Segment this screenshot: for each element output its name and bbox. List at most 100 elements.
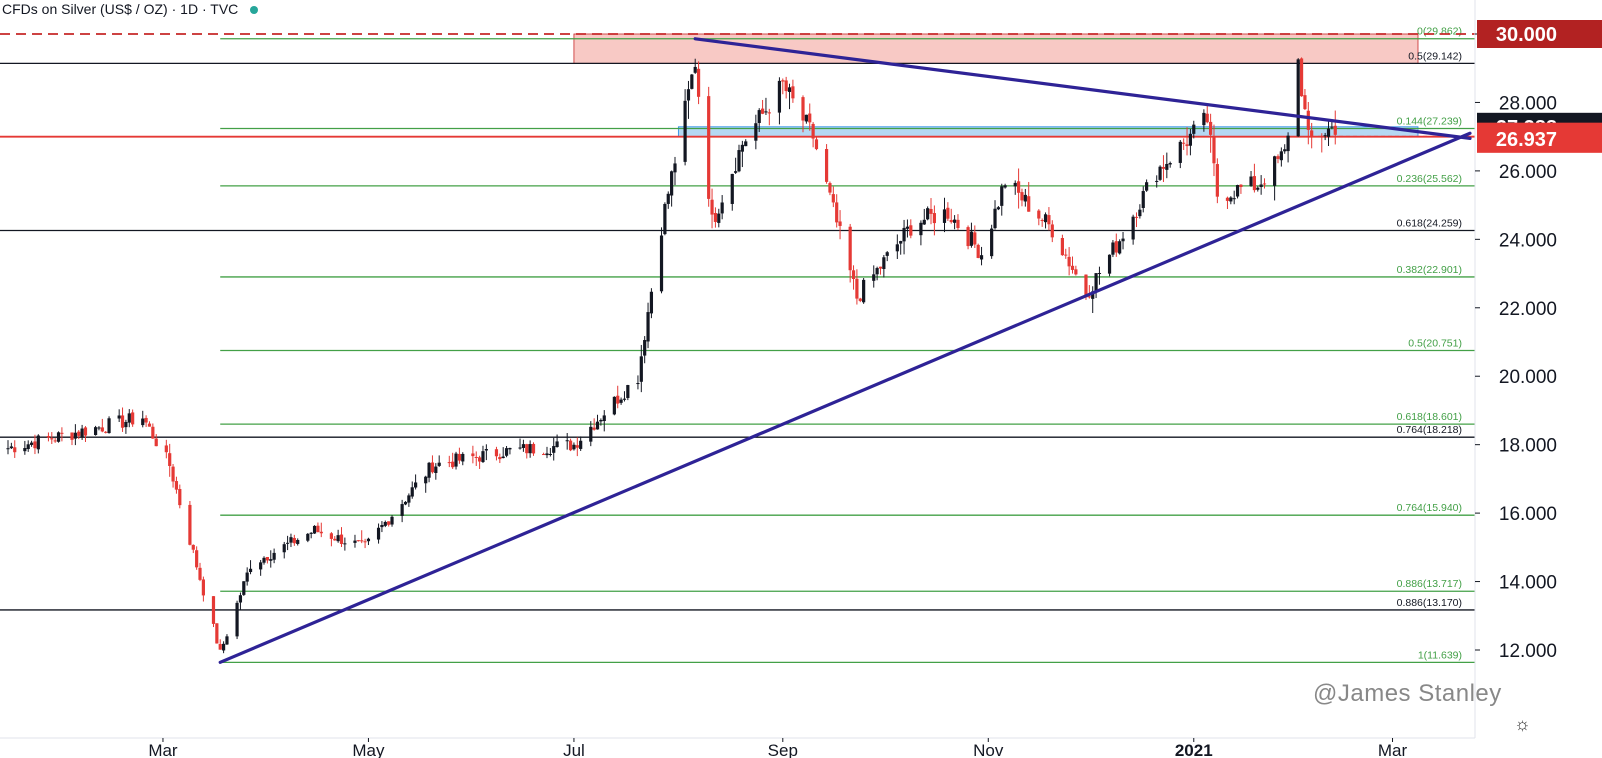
candle-body: [1040, 220, 1044, 222]
candle-body: [248, 568, 253, 573]
candle-body: [521, 444, 526, 448]
candle-body: [1168, 163, 1172, 165]
y-tick-label: 28.000: [1499, 93, 1557, 114]
candle-body: [56, 432, 61, 442]
candle-body: [858, 298, 862, 301]
candle-body: [1091, 291, 1095, 299]
candle-body: [909, 225, 913, 236]
candle-body: [764, 111, 768, 113]
x-tick-label: Mar: [1378, 741, 1408, 758]
candle-body: [1097, 273, 1102, 275]
candle-body: [1252, 176, 1257, 191]
candle-body: [855, 278, 859, 299]
candle-body: [6, 448, 10, 450]
interval-label[interactable]: 1D: [180, 1, 199, 17]
candle-body: [360, 540, 364, 542]
candle-body: [427, 462, 431, 478]
price-badge[interactable]: [1477, 124, 1602, 153]
candle-body: [616, 395, 620, 404]
candle-body: [1060, 237, 1064, 256]
y-tick-label: 22.000: [1499, 299, 1557, 320]
candle-body: [329, 533, 333, 539]
candle-body: [1155, 180, 1159, 182]
candle-body: [1074, 269, 1078, 275]
candle-body: [568, 440, 573, 451]
candle-body: [589, 426, 593, 442]
candle-body: [1020, 192, 1024, 201]
candle-body: [929, 208, 933, 214]
candle-body: [100, 427, 104, 432]
candle-body: [154, 438, 158, 447]
x-tick-label: Mar: [148, 741, 178, 758]
candle-body: [1239, 184, 1243, 188]
candle-body: [639, 356, 643, 382]
candle-body: [454, 453, 458, 467]
candle-body: [548, 454, 552, 456]
candle-body: [46, 436, 51, 438]
candle-body: [1094, 273, 1098, 292]
fib-label-green: 0.886(13.717): [1397, 578, 1462, 590]
candle-body: [1013, 182, 1017, 187]
candle-body: [26, 444, 30, 450]
symbol-label[interactable]: CFDs on Silver (US$ / OZ): [2, 1, 168, 17]
y-tick-label: 24.000: [1499, 230, 1557, 251]
candle-body: [471, 453, 475, 457]
settings-gear-icon[interactable]: ☼: [1514, 714, 1531, 734]
candle-body: [178, 489, 182, 506]
fib-label-green: 0(29.862): [1417, 26, 1462, 38]
candle-body: [77, 431, 81, 436]
fib-label-green: 0.5(20.751): [1408, 338, 1462, 350]
candle-body: [333, 538, 337, 541]
candle-body: [312, 525, 317, 534]
candle-body: [602, 415, 606, 422]
candle-body: [966, 227, 970, 247]
candle-body: [141, 418, 145, 426]
candle-body: [353, 540, 357, 543]
candle-body: [376, 527, 381, 540]
candle-body: [9, 446, 13, 449]
candle-body: [996, 207, 1000, 210]
candle-body: [83, 427, 88, 436]
candle-body: [478, 457, 482, 462]
candle-body: [579, 440, 583, 449]
candle-body: [309, 532, 313, 534]
candle-body: [97, 427, 101, 429]
candle-body: [451, 461, 455, 468]
candle-body: [1296, 59, 1300, 137]
candle-body: [191, 544, 195, 550]
candle-body: [457, 453, 462, 461]
candle-body: [215, 623, 219, 644]
candle-body: [926, 208, 930, 220]
candle-body: [673, 163, 677, 173]
candle-body: [895, 244, 899, 252]
candle-body: [285, 542, 290, 544]
candle-body: [760, 108, 765, 114]
candle-body: [838, 221, 842, 226]
candle-body: [643, 340, 647, 356]
candle-body: [1121, 238, 1125, 242]
candle-body: [494, 449, 499, 457]
x-tick-label: Nov: [973, 741, 1004, 758]
candle-body: [612, 396, 616, 415]
candle-body: [437, 462, 441, 466]
candle-body: [269, 559, 273, 561]
candle-body: [410, 487, 414, 497]
y-tick-label: 14.000: [1499, 573, 1557, 594]
price-badge[interactable]: [1477, 20, 1602, 48]
candle-body: [461, 453, 465, 462]
candle-body: [518, 447, 522, 449]
candle-body: [744, 141, 748, 147]
candle-body: [292, 537, 296, 544]
candle-body: [363, 541, 367, 543]
candle-body: [899, 241, 903, 244]
candle-body: [545, 453, 549, 456]
y-tick-label: 18.000: [1499, 436, 1557, 457]
candle-body: [528, 444, 532, 454]
candle-body: [811, 123, 815, 139]
candle-body: [902, 227, 906, 242]
candle-body: [1192, 124, 1196, 134]
candle-body: [1310, 130, 1314, 136]
candle-body: [619, 399, 623, 403]
